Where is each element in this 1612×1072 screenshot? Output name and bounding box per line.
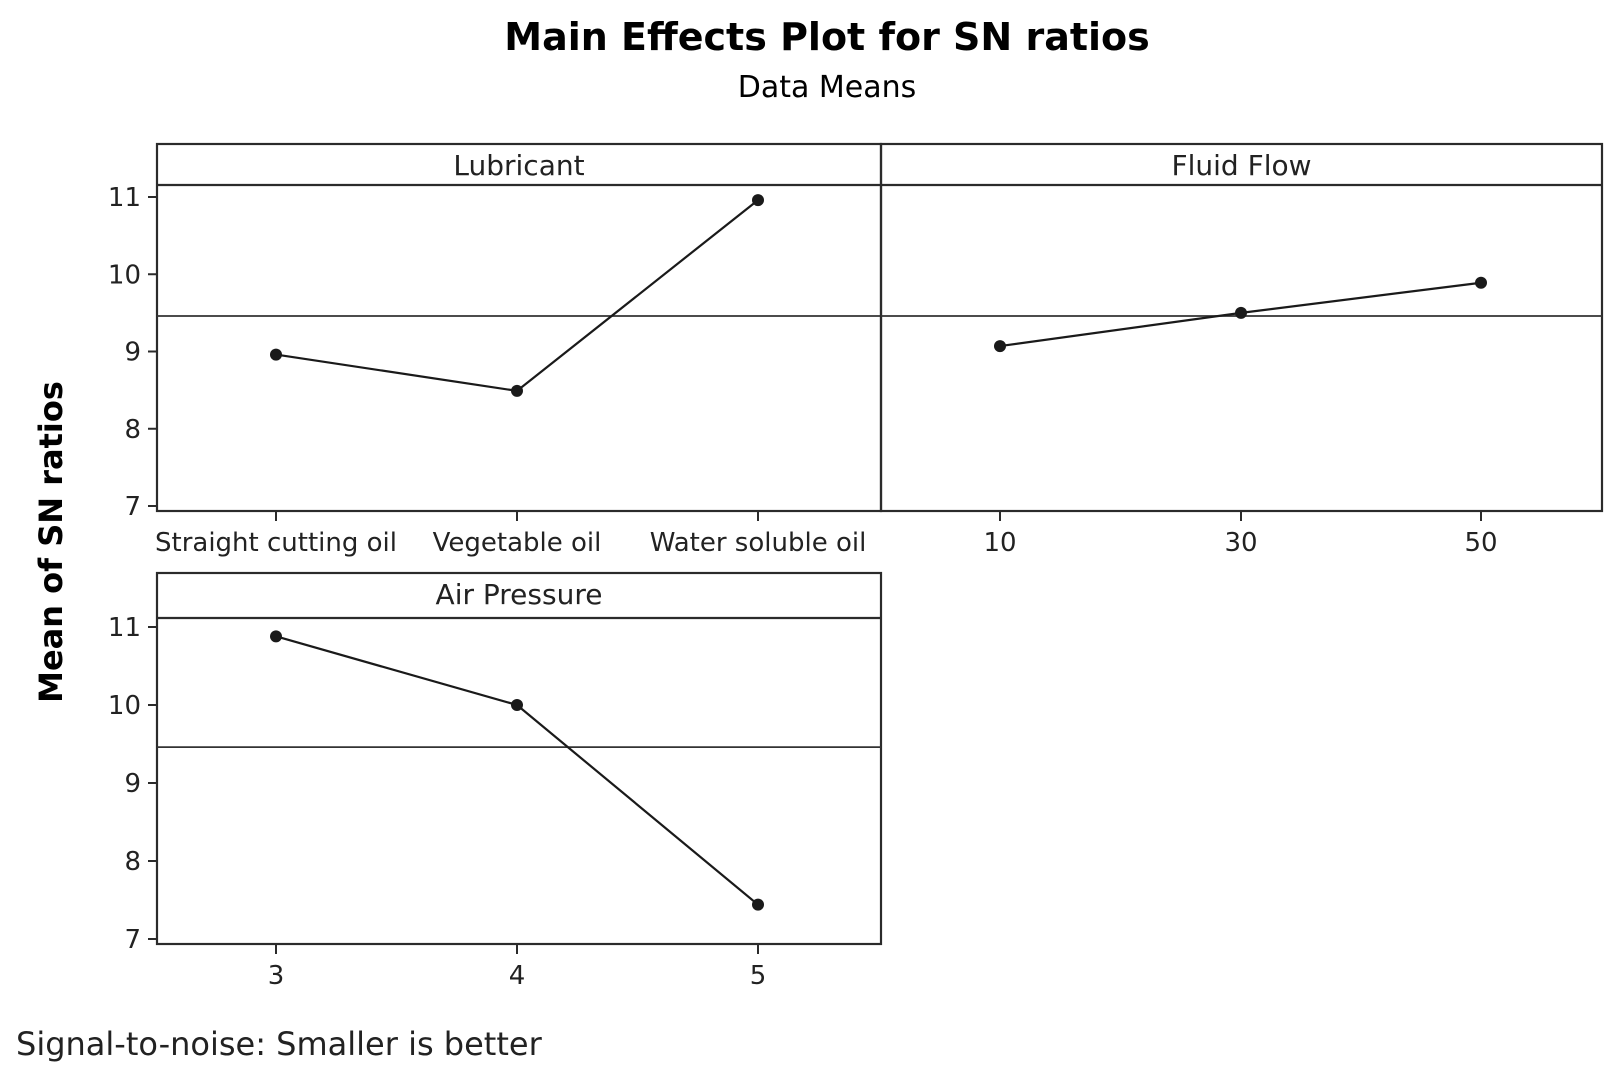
panel-frame bbox=[155, 142, 883, 513]
x-tick-label: 3 bbox=[268, 961, 285, 991]
x-tick-label: 5 bbox=[750, 961, 767, 991]
panel-lubricant: Lubricant 7 8 9 10 11 Straight cutting oil Vege… bbox=[108, 142, 883, 558]
series-line bbox=[275, 199, 759, 393]
series-line bbox=[275, 635, 759, 906]
x-tick-label: Straight cutting oil bbox=[155, 528, 397, 558]
panel-title: Air Pressure bbox=[436, 578, 603, 611]
panel-frame bbox=[155, 571, 883, 946]
data-point bbox=[1475, 276, 1487, 289]
data-point bbox=[752, 898, 764, 911]
y-tick-label: 8 bbox=[124, 847, 141, 877]
x-tick-label: 4 bbox=[509, 961, 526, 991]
panel-title: Lubricant bbox=[453, 149, 584, 182]
y-axis-label: Mean of SN ratios bbox=[32, 381, 70, 703]
data-point bbox=[994, 340, 1006, 353]
x-tick-label: Water soluble oil bbox=[650, 528, 867, 558]
data-point bbox=[511, 384, 523, 397]
panel-frame bbox=[879, 142, 1604, 513]
y-tick-label: 9 bbox=[124, 769, 141, 799]
y-tick-label: 11 bbox=[108, 183, 141, 213]
data-point bbox=[1235, 306, 1247, 319]
panel-title: Fluid Flow bbox=[1172, 149, 1312, 182]
data-point bbox=[270, 630, 282, 643]
x-tick-label: Vegetable oil bbox=[433, 528, 602, 558]
data-point bbox=[511, 699, 523, 711]
panel-air-pressure: Air Pressure 7 8 9 10 11 3 4 5 bbox=[108, 571, 883, 991]
x-tick-label: 50 bbox=[1464, 528, 1497, 558]
y-tick-label: 10 bbox=[108, 260, 141, 290]
footnote: Signal-to-noise: Smaller is better bbox=[16, 1025, 543, 1063]
panel-fluid-flow: Fluid Flow 10 30 50 bbox=[879, 142, 1604, 558]
x-tick-label: 30 bbox=[1224, 528, 1257, 558]
y-tick-label: 8 bbox=[124, 415, 141, 445]
y-tick-label: 10 bbox=[108, 691, 141, 721]
chart-subtitle: Data Means bbox=[738, 70, 917, 105]
y-tick-label: 7 bbox=[124, 925, 141, 955]
data-point bbox=[270, 348, 282, 361]
panel-group: Lubricant 7 8 9 10 11 Straight cutting oil Vege… bbox=[108, 142, 1604, 991]
y-tick-label: 9 bbox=[124, 338, 141, 368]
y-tick-label: 11 bbox=[108, 613, 141, 643]
chart-title: Main Effects Plot for SN ratios bbox=[504, 15, 1150, 59]
x-tick-label: 10 bbox=[983, 528, 1016, 558]
y-tick-label: 7 bbox=[124, 492, 141, 522]
data-point bbox=[752, 194, 764, 207]
